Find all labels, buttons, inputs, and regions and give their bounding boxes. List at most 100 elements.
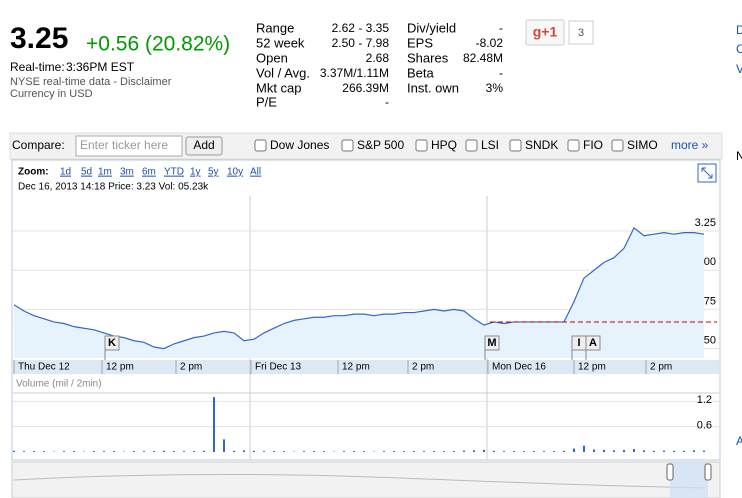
stat-value: 2.50 - 7.98: [332, 36, 390, 50]
zoom-option[interactable]: 5d: [81, 167, 92, 178]
ticker-label[interactable]: Dow Jones: [270, 138, 329, 152]
ticker-checkbox[interactable]: [415, 139, 428, 152]
change: +0.56 (20.82%): [86, 33, 230, 56]
zoom-option[interactable]: 1d: [60, 167, 71, 178]
volume-bar: [643, 450, 645, 452]
ticker-checkbox[interactable]: [567, 139, 580, 152]
add-label[interactable]: Add: [193, 138, 214, 152]
volume-bar: [703, 450, 705, 452]
ticker-label[interactable]: LSI: [481, 138, 499, 152]
ticker-checkbox[interactable]: [254, 139, 267, 152]
volume-bar: [253, 450, 255, 452]
x-tick-label: 2 pm: [180, 362, 202, 373]
zoom-option[interactable]: 5y: [208, 167, 219, 178]
ticker-checkbox[interactable]: [509, 139, 522, 152]
ticker-checkbox[interactable]: [341, 139, 354, 152]
event-flag[interactable]: [104, 335, 120, 351]
plusone-label[interactable]: g+1: [533, 24, 558, 40]
volume-bar: [13, 450, 15, 452]
volume-bar: [513, 451, 515, 452]
zoom-option[interactable]: 1y: [190, 167, 201, 178]
zoom-option[interactable]: 3m: [120, 167, 134, 178]
time-axis-band: [13, 360, 719, 374]
ticker-label[interactable]: SIMO: [627, 138, 658, 152]
volume-bar: [173, 451, 175, 452]
volume-bar: [133, 451, 135, 452]
volume-bar: [23, 451, 25, 452]
volume-bar: [483, 449, 485, 452]
more-link[interactable]: more »: [671, 138, 709, 152]
event-label[interactable]: I: [577, 337, 580, 349]
x-tick-label: 2 pm: [650, 362, 672, 373]
zoom-option[interactable]: 10y: [227, 167, 243, 178]
price-area: [14, 227, 704, 358]
navigator-window[interactable]: [670, 462, 708, 498]
stat-label: Shares: [407, 50, 449, 65]
volume-bar: [343, 451, 345, 452]
volume-bar: [193, 451, 195, 452]
plusone-button[interactable]: [525, 19, 565, 46]
stat-label: Beta: [407, 65, 435, 80]
volume-bar: [463, 450, 465, 452]
volume-bar: [573, 448, 575, 452]
ticker-label[interactable]: FIO: [583, 138, 603, 152]
x-tick-label: Mon Dec 16: [492, 362, 546, 373]
stat-value: 2.62 - 3.35: [332, 21, 390, 35]
volume-bar: [393, 451, 395, 452]
volume-bar: [673, 450, 675, 452]
volume-bar: [613, 450, 615, 452]
plusone-count-box: [568, 20, 594, 45]
x-tick-label: Fri Dec 13: [255, 362, 302, 373]
volume-bar: [423, 451, 425, 452]
volume-bar: [563, 450, 565, 452]
event-label[interactable]: K: [108, 337, 116, 349]
ticker-label[interactable]: SNDK: [525, 138, 558, 152]
event-flag[interactable]: [585, 335, 601, 351]
ticker-label[interactable]: S&P 500: [357, 138, 404, 152]
compare-label: Compare:: [12, 138, 65, 152]
stat-label: Open: [256, 50, 288, 65]
stat-label: Mkt cap: [256, 80, 302, 95]
realtime-label: Real-time:: [10, 60, 65, 74]
stat-label: Div/yield: [407, 20, 456, 35]
volume-bar: [223, 439, 225, 452]
ticker-input[interactable]: [75, 135, 183, 157]
zoom-option[interactable]: All: [250, 167, 261, 178]
disclaimer[interactable]: NYSE real-time data - Disclaimer: [10, 76, 172, 88]
x-tick-label: 12 pm: [106, 362, 134, 373]
navigator-handle[interactable]: [704, 463, 712, 481]
volume-bar: [63, 451, 65, 452]
stat-value: 3%: [486, 81, 504, 95]
currency: Currency in USD: [10, 88, 93, 100]
price: 3.25: [10, 22, 68, 55]
zoom-option[interactable]: 1m: [98, 167, 112, 178]
volume-bar: [273, 451, 275, 452]
volume-bar: [683, 450, 685, 452]
volume-bar: [453, 451, 455, 452]
realtime-time: 3:36PM EST: [66, 60, 135, 74]
zoom-option[interactable]: YTD: [164, 167, 184, 178]
ticker-checkbox[interactable]: [611, 139, 624, 152]
volume-bar: [353, 451, 355, 452]
navigator-handle[interactable]: [666, 463, 674, 481]
ticker-checkbox[interactable]: [465, 139, 478, 152]
volume-bar: [493, 450, 495, 452]
volume-bar: [503, 451, 505, 452]
volume-bar: [433, 451, 435, 452]
volume-bar: [413, 451, 415, 452]
volume-label: Volume (mil / 2min): [16, 379, 102, 390]
event-label[interactable]: M: [487, 337, 496, 349]
plusone-count: 3: [578, 27, 584, 39]
zoom-option[interactable]: 6m: [142, 167, 156, 178]
volume-bar: [143, 451, 145, 452]
side-letter: C: [736, 42, 742, 56]
add-button[interactable]: [185, 136, 223, 156]
side-letter: A: [736, 434, 742, 448]
event-label[interactable]: A: [589, 337, 597, 349]
volume-bar: [313, 451, 315, 452]
event-flag[interactable]: [484, 335, 500, 351]
ticker-label[interactable]: HPQ: [431, 138, 457, 152]
stat-value: -8.02: [476, 36, 504, 50]
volume-bar: [183, 451, 185, 452]
volume-bar: [93, 451, 95, 452]
